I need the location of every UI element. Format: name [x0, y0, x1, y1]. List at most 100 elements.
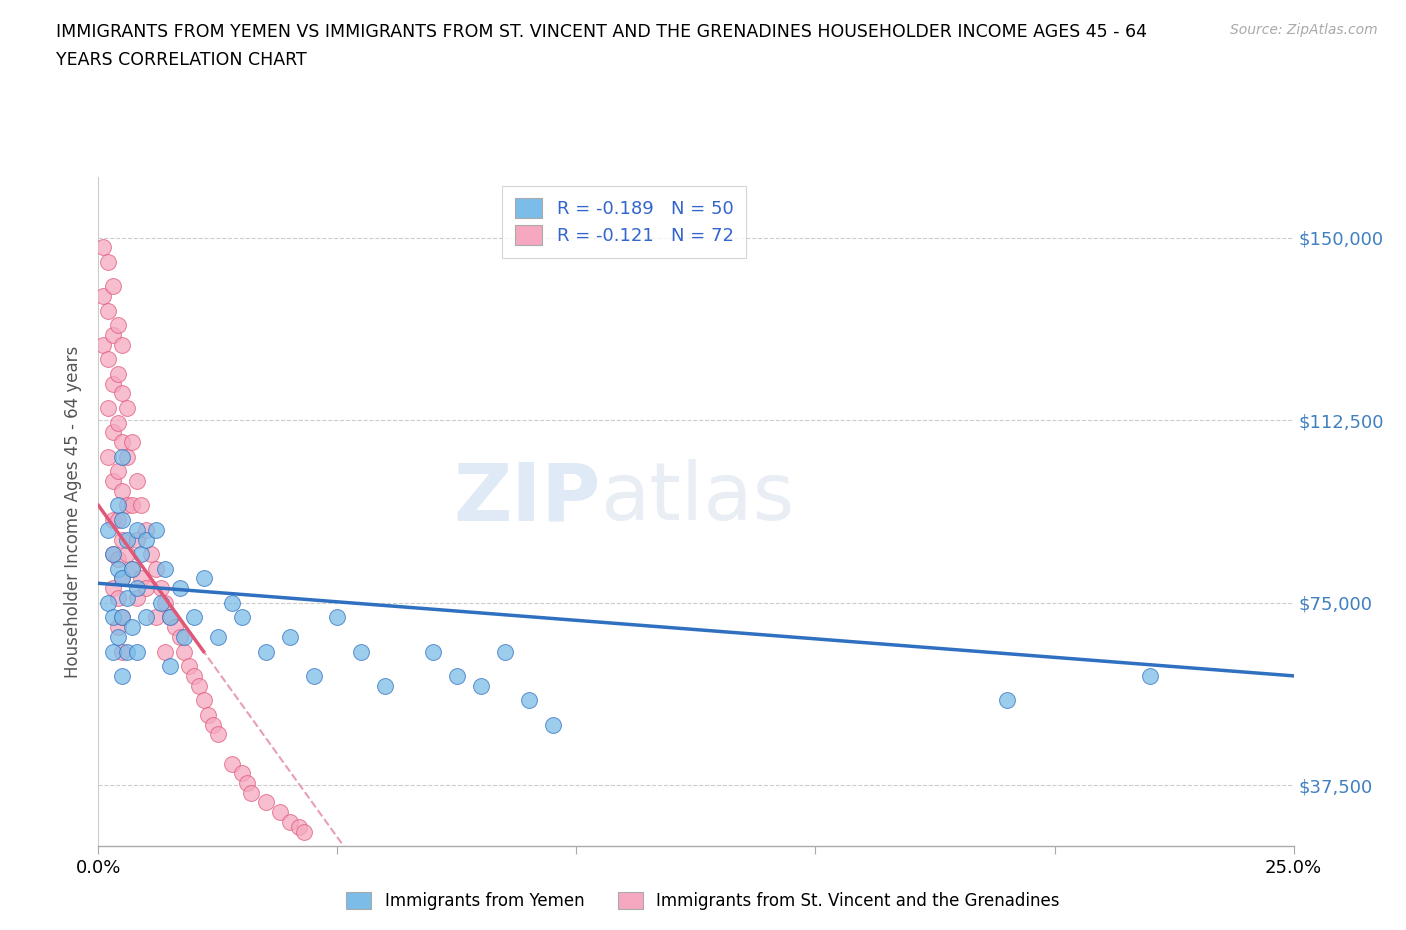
Point	[350, 644, 373, 659]
Point	[107, 630, 129, 644]
Point	[125, 532, 148, 547]
Point	[326, 610, 349, 625]
Point	[995, 693, 1018, 708]
Text: Source: ZipAtlas.com: Source: ZipAtlas.com	[1230, 23, 1378, 37]
Point	[121, 498, 143, 512]
Point	[111, 338, 134, 352]
Y-axis label: Householder Income Ages 45 - 64 years: Householder Income Ages 45 - 64 years	[65, 345, 83, 678]
Point	[107, 464, 129, 479]
Point	[101, 425, 124, 440]
Point	[159, 658, 181, 673]
Point	[169, 630, 191, 644]
Point	[470, 678, 492, 693]
Point	[278, 815, 301, 830]
Point	[125, 591, 148, 605]
Point	[149, 595, 172, 610]
Point	[111, 532, 134, 547]
Legend: R = -0.189   N = 50, R = -0.121   N = 72: R = -0.189 N = 50, R = -0.121 N = 72	[502, 186, 747, 258]
Point	[541, 717, 564, 732]
Point	[173, 630, 195, 644]
Point	[101, 610, 124, 625]
Point	[374, 678, 396, 693]
Point	[254, 644, 277, 659]
Text: IMMIGRANTS FROM YEMEN VS IMMIGRANTS FROM ST. VINCENT AND THE GRENADINES HOUSEHOL: IMMIGRANTS FROM YEMEN VS IMMIGRANTS FROM…	[56, 23, 1147, 41]
Point	[135, 532, 157, 547]
Point	[231, 610, 253, 625]
Point	[221, 756, 243, 771]
Point	[97, 523, 120, 538]
Point	[159, 610, 181, 625]
Point	[197, 708, 219, 723]
Point	[135, 610, 157, 625]
Point	[111, 610, 134, 625]
Point	[240, 785, 263, 800]
Point	[135, 580, 157, 595]
Point	[145, 610, 167, 625]
Point	[221, 595, 243, 610]
Point	[235, 776, 257, 790]
Point	[173, 644, 195, 659]
Point	[107, 318, 129, 333]
Point	[91, 338, 114, 352]
Point	[101, 377, 124, 392]
Point	[446, 669, 468, 684]
Point	[254, 795, 277, 810]
Point	[111, 571, 134, 586]
Point	[111, 644, 134, 659]
Point	[111, 571, 134, 586]
Point	[121, 562, 143, 577]
Point	[125, 580, 148, 595]
Point	[131, 547, 153, 562]
Point	[91, 240, 114, 255]
Point	[107, 591, 129, 605]
Point	[121, 562, 143, 577]
Point	[278, 630, 301, 644]
Point	[101, 644, 124, 659]
Point	[97, 303, 120, 318]
Point	[107, 512, 129, 527]
Point	[292, 824, 315, 839]
Text: YEARS CORRELATION CHART: YEARS CORRELATION CHART	[56, 51, 307, 69]
Point	[101, 512, 124, 527]
Point	[125, 473, 148, 488]
Point	[422, 644, 444, 659]
Point	[97, 255, 120, 270]
Point	[111, 434, 134, 449]
Point	[111, 484, 134, 498]
Legend: Immigrants from Yemen, Immigrants from St. Vincent and the Grenadines: Immigrants from Yemen, Immigrants from S…	[340, 885, 1066, 917]
Point	[207, 727, 229, 742]
Point	[139, 547, 162, 562]
Point	[111, 669, 134, 684]
Point	[107, 498, 129, 512]
Point	[207, 630, 229, 644]
Point	[97, 352, 120, 366]
Point	[187, 678, 209, 693]
Point	[101, 547, 124, 562]
Point	[145, 523, 167, 538]
Point	[125, 523, 148, 538]
Point	[131, 498, 153, 512]
Point	[179, 658, 201, 673]
Point	[494, 644, 516, 659]
Point	[111, 610, 134, 625]
Point	[115, 547, 138, 562]
Point	[115, 498, 138, 512]
Point	[269, 804, 291, 819]
Point	[111, 449, 134, 464]
Point	[155, 595, 177, 610]
Point	[115, 644, 138, 659]
Point	[288, 819, 311, 834]
Point	[101, 547, 124, 562]
Point	[115, 532, 138, 547]
Point	[107, 415, 129, 430]
Point	[107, 619, 129, 634]
Point	[183, 669, 205, 684]
Point	[517, 693, 540, 708]
Point	[159, 610, 181, 625]
Point	[101, 473, 124, 488]
Point	[91, 288, 114, 303]
Text: ZIP: ZIP	[453, 459, 600, 538]
Point	[193, 693, 215, 708]
Point	[121, 434, 143, 449]
Point	[97, 449, 120, 464]
